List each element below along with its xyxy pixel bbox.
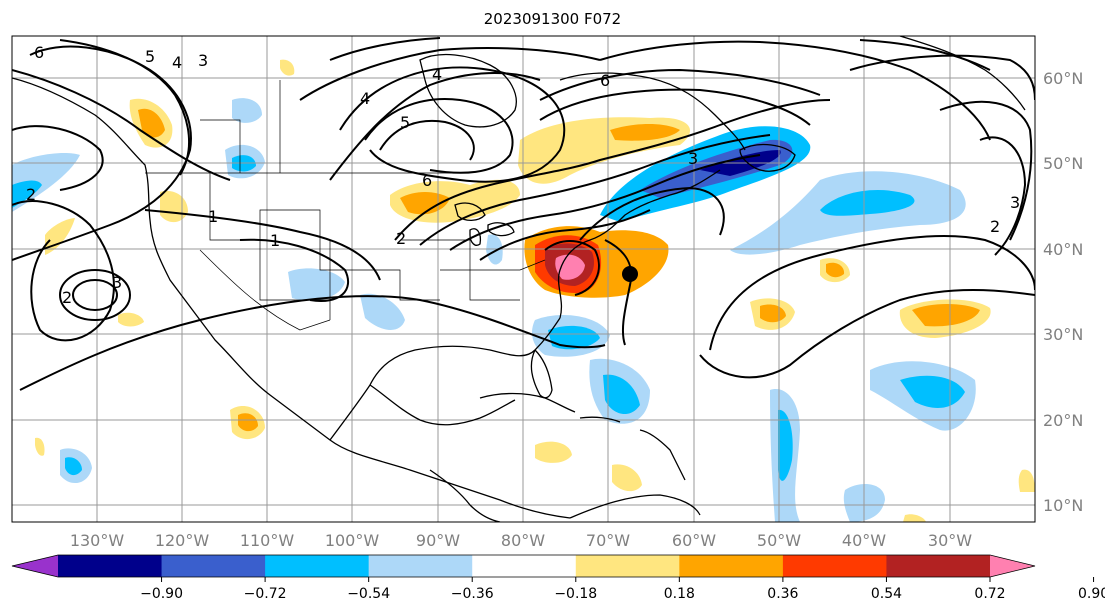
lon-label: 110°W	[240, 531, 295, 550]
lon-label: 40°W	[842, 531, 886, 550]
contour-label: 6	[422, 171, 432, 190]
colorbar-segment	[679, 555, 784, 577]
colorbar-segment	[265, 555, 370, 577]
contour-label: 3	[688, 149, 698, 168]
contour-label: 2	[26, 185, 36, 204]
lat-label: 50°N	[1043, 154, 1083, 173]
colorbar-tick-label: −0.18	[554, 586, 597, 602]
colorbar-segment	[886, 555, 991, 577]
colorbar-tick-labels: −0.90 −0.72 −0.54 −0.36 −0.18 0.18 0.36 0.54 0.7…	[140, 577, 1105, 602]
contour-label: 1	[208, 207, 218, 226]
colorbar-tick-label: 0.36	[767, 586, 798, 602]
storm-center-marker	[622, 266, 638, 282]
latitude-labels: 60°N 50°N 40°N 30°N 20°N 10°N	[1043, 69, 1083, 515]
lat-label: 20°N	[1043, 411, 1083, 430]
contour-label: 3	[1010, 193, 1020, 212]
longitude-labels: 130°W 120°W 110°W 100°W 90°W 80°W 70°W 6…	[70, 531, 972, 550]
colorbar-tick-label: −0.54	[347, 586, 390, 602]
map-title: 2023091300 F072	[483, 10, 622, 28]
contour-label: 4	[432, 65, 442, 84]
lat-label: 30°N	[1043, 325, 1083, 344]
lon-label: 90°W	[416, 531, 460, 550]
contour-lines	[12, 37, 1035, 391]
lon-label: 130°W	[70, 531, 125, 550]
contour-label: 2	[396, 229, 406, 248]
lon-label: 70°W	[586, 531, 630, 550]
contour-label: 6	[600, 71, 610, 90]
colorbar-segment	[368, 555, 473, 577]
colorbar-tick-label: 0.18	[664, 586, 695, 602]
coastlines	[12, 36, 1026, 522]
lon-label: 50°W	[757, 531, 801, 550]
contour-label: 3	[112, 273, 122, 292]
colorbar	[11, 554, 1036, 578]
contour-label: 2	[990, 217, 1000, 236]
anomaly-shading	[12, 59, 1035, 522]
contour-label: 5	[400, 113, 410, 132]
contour-label: 1	[270, 231, 280, 250]
contour-label: 4	[360, 89, 370, 108]
colorbar-extend-low	[12, 555, 58, 577]
contour-label: 2	[62, 288, 72, 307]
colorbar-segment	[58, 555, 163, 577]
colorbar-extend-high	[990, 555, 1035, 577]
contour-label: 5	[145, 47, 155, 66]
lon-label: 60°W	[672, 531, 716, 550]
colorbar-tick-label: 0.54	[871, 586, 902, 602]
colorbar-segment	[575, 555, 680, 577]
graticule	[12, 36, 1035, 522]
colorbar-segment	[472, 555, 577, 577]
lon-label: 80°W	[501, 531, 545, 550]
lat-label: 40°N	[1043, 240, 1083, 259]
colorbar-segment	[782, 555, 887, 577]
colorbar-tick-label: 0.90	[1078, 586, 1105, 602]
map-panel: 6 5 4 3 2 1 1 2 3 2 4 5 4 6 3 6 2 3	[12, 36, 1035, 522]
colorbar-tick-label: −0.36	[451, 586, 494, 602]
contour-label: 6	[34, 43, 44, 62]
contour-label: 4	[172, 53, 182, 72]
map-frame	[11, 35, 1036, 523]
lon-label: 100°W	[325, 531, 380, 550]
colorbar-segment	[161, 555, 266, 577]
colorbar-tick-label: 0.72	[974, 586, 1005, 602]
lat-label: 10°N	[1043, 496, 1083, 515]
lat-label: 60°N	[1043, 69, 1083, 88]
colorbar-outline	[11, 554, 1036, 578]
contour-value-labels: 6 5 4 3 2 1 1 2 3 2 4 5 4 6 3 6 2 3	[26, 43, 1020, 307]
lon-label: 30°W	[928, 531, 972, 550]
contour-label: 3	[198, 51, 208, 70]
lon-label: 120°W	[155, 531, 210, 550]
colorbar-tick-label: −0.90	[140, 586, 183, 602]
colorbar-tick-label: −0.72	[244, 586, 287, 602]
